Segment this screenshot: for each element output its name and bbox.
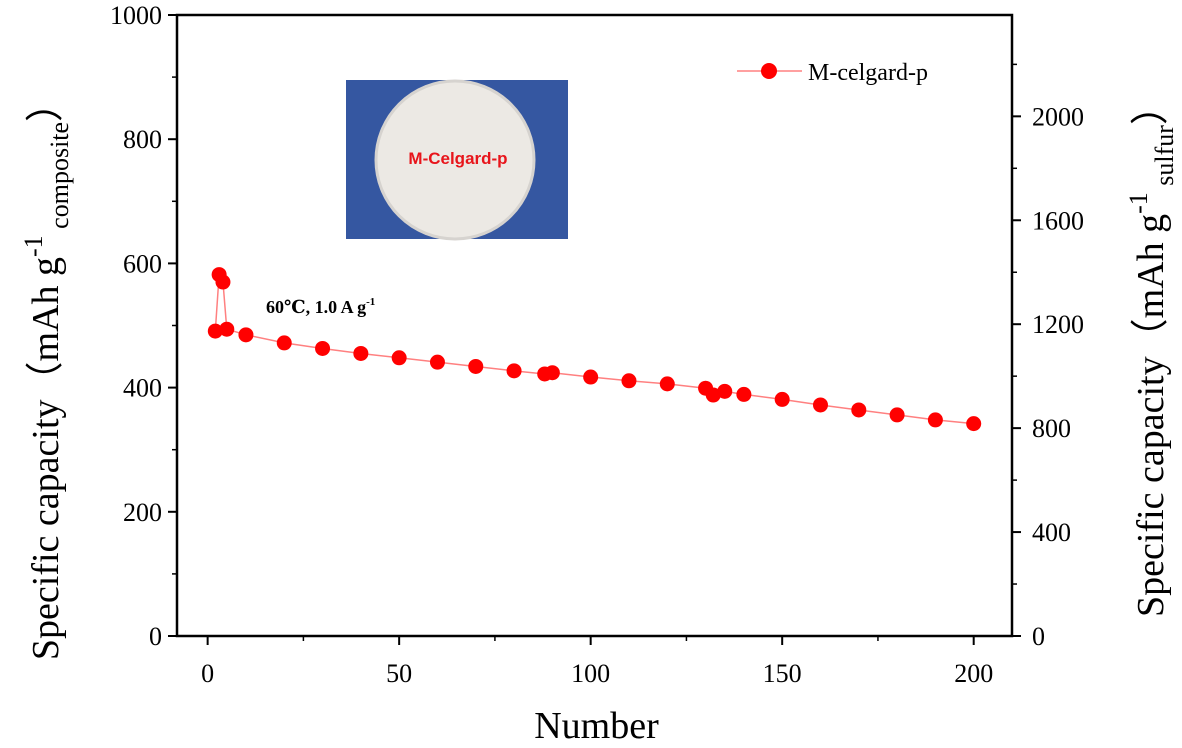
data-point bbox=[717, 383, 733, 399]
data-point bbox=[966, 416, 982, 432]
inset-label: M-Celgard-p bbox=[408, 149, 507, 168]
y-axis-label-sub: composite bbox=[45, 122, 74, 235]
y2-tick-label: 400 bbox=[1032, 518, 1071, 547]
x-tick-label: 100 bbox=[571, 659, 610, 688]
y2-axis-label-main: Specific capacity（mAh g bbox=[1130, 214, 1172, 617]
y2-tick-label: 2000 bbox=[1032, 102, 1084, 131]
y2-axis-label-sup: -1 bbox=[1124, 192, 1153, 214]
data-point bbox=[391, 350, 407, 366]
axes: 0 50 100 150 2000200400600800100004008001200… bbox=[19, 1, 1179, 747]
y-tick-label: 800 bbox=[123, 125, 162, 154]
data-point bbox=[506, 363, 522, 379]
x-tick-label: 200 bbox=[954, 659, 993, 688]
data-point bbox=[927, 412, 943, 428]
data-point bbox=[315, 340, 331, 356]
data-point bbox=[276, 335, 292, 351]
data-point bbox=[705, 387, 721, 403]
legend-label: M-celgard-p bbox=[808, 60, 928, 86]
data-point bbox=[659, 376, 675, 392]
y-axis-label-close: ） bbox=[25, 84, 67, 122]
y2-tick-label: 0 bbox=[1032, 622, 1045, 651]
data-point bbox=[774, 391, 790, 407]
y-axis-label: Specific capacity（mAh g-1 composite） bbox=[19, 84, 74, 660]
data-point bbox=[736, 386, 752, 402]
data-point bbox=[851, 402, 867, 418]
x-tick-label: 150 bbox=[763, 659, 802, 688]
y-tick-label: 0 bbox=[149, 622, 162, 651]
inset-membrane-rim bbox=[374, 79, 536, 241]
y2-tick-label: 1200 bbox=[1032, 310, 1084, 339]
y2-axis-label-sub: sulfur bbox=[1150, 125, 1179, 193]
y2-axis-label-close: ） bbox=[1130, 87, 1172, 125]
data-point bbox=[468, 358, 484, 374]
data-point bbox=[219, 321, 235, 337]
data-point bbox=[621, 373, 637, 389]
y2-tick-label: 800 bbox=[1032, 414, 1071, 443]
y2-tick-label: 1600 bbox=[1032, 206, 1084, 235]
inset-photo: M-Celgard-p bbox=[346, 79, 568, 241]
y-tick-label: 1000 bbox=[110, 1, 162, 30]
y-tick-label: 200 bbox=[123, 498, 162, 527]
legend-marker bbox=[761, 63, 777, 79]
x-axis-label: Number bbox=[534, 705, 659, 747]
data-point bbox=[544, 365, 560, 381]
y2-axis-label: Specific capacity（mAh g-1 sulfur） bbox=[1124, 87, 1179, 617]
data-point bbox=[215, 274, 231, 290]
y-tick-label: 600 bbox=[123, 249, 162, 278]
y-tick-label: 400 bbox=[123, 374, 162, 403]
condition-annotation: 60℃, 1.0 A g-1 bbox=[266, 296, 375, 317]
data-point bbox=[238, 327, 254, 343]
y-axis-label-sup: -1 bbox=[19, 235, 48, 257]
y-axis-label-main: Specific capacity（mAh g bbox=[25, 257, 67, 660]
series-layer bbox=[207, 267, 982, 432]
plot-frame bbox=[175, 13, 1014, 638]
legend: M-celgard-p bbox=[737, 60, 928, 86]
data-point bbox=[429, 354, 445, 370]
data-point bbox=[353, 345, 369, 361]
annotation-sup: -1 bbox=[366, 296, 375, 308]
inset-membrane-disc bbox=[376, 81, 534, 239]
data-point bbox=[889, 407, 905, 423]
data-point bbox=[812, 397, 828, 413]
data-point bbox=[207, 323, 223, 339]
x-tick-label: 50 bbox=[386, 659, 412, 688]
data-point bbox=[583, 369, 599, 385]
annotation-text: 60℃, 1.0 A g bbox=[266, 297, 366, 317]
x-tick-label: 0 bbox=[201, 659, 214, 688]
